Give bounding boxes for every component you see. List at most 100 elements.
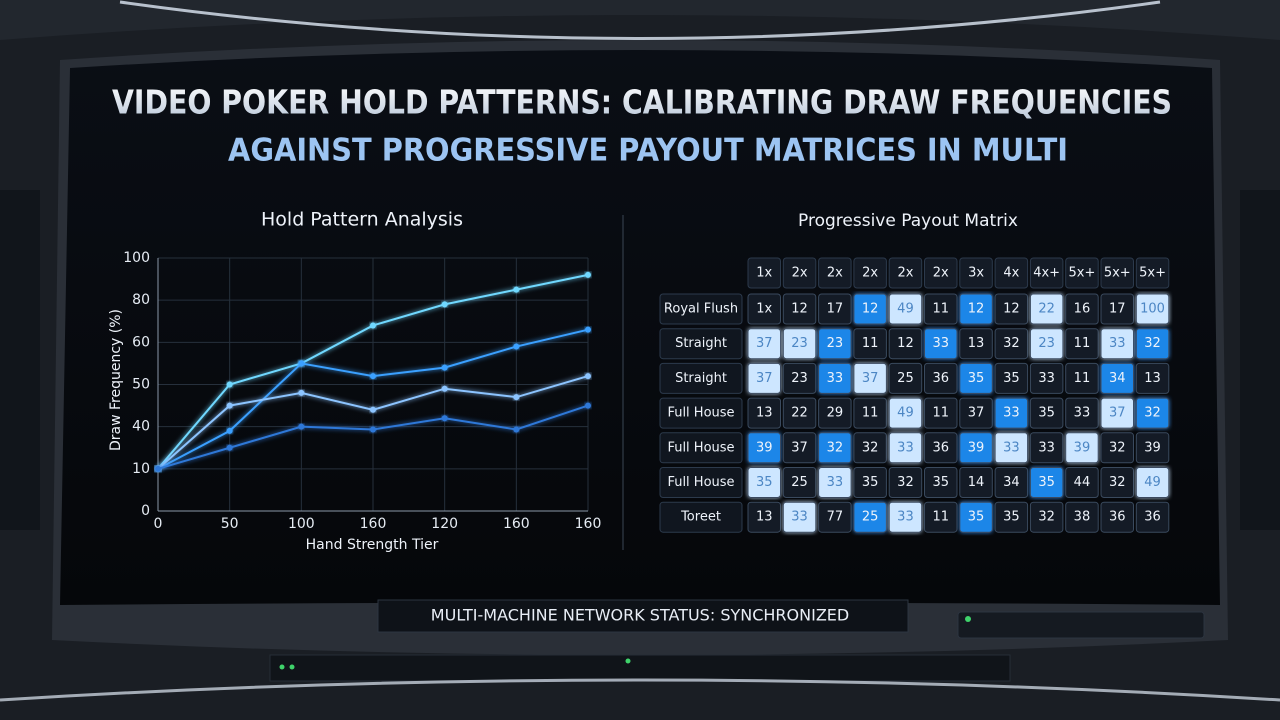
column-header-cell xyxy=(1029,257,1064,289)
chart-title: Hold Pattern Analysis xyxy=(261,209,463,231)
console-led xyxy=(289,664,295,670)
display xyxy=(60,50,1220,605)
cell xyxy=(1100,397,1134,429)
cell-value: 32 xyxy=(1109,475,1126,490)
cell-value: 33 xyxy=(1109,336,1126,351)
cell xyxy=(888,397,923,429)
cell-value: 11 xyxy=(862,336,879,351)
cell xyxy=(1135,362,1170,394)
point xyxy=(370,373,376,380)
cell-value: 11 xyxy=(1074,336,1091,351)
point xyxy=(226,381,233,388)
cell-value: 13 xyxy=(756,406,773,421)
cell-value: 35 xyxy=(756,475,773,490)
cell xyxy=(747,397,781,429)
cell xyxy=(924,362,958,394)
cell xyxy=(1065,293,1099,325)
cell xyxy=(853,432,887,464)
cell xyxy=(888,501,923,533)
cell-value: 11 xyxy=(932,510,949,525)
cell-value: 35 xyxy=(932,475,949,490)
cell-value: 44 xyxy=(1074,475,1091,490)
cell-value: 35 xyxy=(968,371,985,386)
frame-top xyxy=(0,0,1280,40)
cell xyxy=(1029,293,1064,325)
cell xyxy=(888,328,923,360)
row-label-cell xyxy=(659,328,743,360)
row-label: Royal Flush xyxy=(664,302,738,317)
cell xyxy=(924,432,958,464)
cell xyxy=(959,501,993,533)
cell-value: 33 xyxy=(1003,440,1020,455)
cell xyxy=(959,432,993,464)
column-header: 2x xyxy=(827,266,843,281)
cell-value: 39 xyxy=(756,440,773,455)
light-strip xyxy=(119,0,1161,40)
y-tick-label: 100 xyxy=(123,250,150,266)
status-bar xyxy=(377,599,909,633)
cell-value: 11 xyxy=(932,406,949,421)
column-header-cell xyxy=(888,257,923,289)
cell-value: 39 xyxy=(1144,440,1161,455)
cell xyxy=(994,467,1029,498)
cell xyxy=(1100,432,1134,464)
cell xyxy=(1100,362,1134,394)
row-label: Straight xyxy=(675,371,727,386)
column-header: 1x xyxy=(756,266,772,281)
cell xyxy=(1065,467,1099,498)
cell xyxy=(888,293,923,325)
cell xyxy=(888,432,923,464)
cell-value: 37 xyxy=(756,336,773,351)
cell xyxy=(1029,467,1064,498)
cell-value: 33 xyxy=(1003,406,1020,421)
cell xyxy=(959,397,993,429)
cell xyxy=(1065,432,1099,464)
y-tick-label: 50 xyxy=(132,377,150,393)
cell xyxy=(994,397,1029,429)
cell xyxy=(924,293,958,325)
cell-value: 35 xyxy=(968,510,985,525)
cell-value: 36 xyxy=(932,371,949,386)
column-header-cell xyxy=(1065,257,1099,289)
column-header-cell xyxy=(818,257,852,289)
point xyxy=(441,301,448,308)
y-tick-label: 10 xyxy=(132,461,150,477)
cell xyxy=(782,328,817,360)
row-label: Full House xyxy=(667,406,734,421)
cell xyxy=(782,432,817,464)
cell-value: 13 xyxy=(1144,371,1161,386)
x-tick-label: 160 xyxy=(503,516,530,532)
cell-value: 37 xyxy=(1109,406,1126,421)
cell-value: 49 xyxy=(1144,475,1161,490)
cell xyxy=(924,397,958,429)
cell-value: 25 xyxy=(791,475,808,490)
cell xyxy=(959,362,993,394)
table-title: Progressive Payout Matrix xyxy=(798,211,1018,231)
cell xyxy=(818,397,852,429)
cell-value: 36 xyxy=(1109,510,1126,525)
column-header: 3x xyxy=(968,266,984,281)
column-header-cell xyxy=(959,257,993,289)
cell-value: 11 xyxy=(932,302,949,317)
cell xyxy=(1029,362,1064,394)
cell-value: 32 xyxy=(1109,440,1126,455)
cell-value: 37 xyxy=(862,371,879,386)
point xyxy=(513,394,520,401)
point xyxy=(585,271,591,278)
column-header-cell xyxy=(1135,257,1170,289)
cell xyxy=(924,467,958,498)
cell xyxy=(818,293,852,325)
x-tick-label: 120 xyxy=(431,516,458,532)
side-panel xyxy=(0,190,40,530)
cell-value: 32 xyxy=(827,440,844,455)
cell xyxy=(818,467,852,498)
cell xyxy=(1065,362,1099,394)
point xyxy=(441,415,448,422)
console-led xyxy=(625,658,631,664)
cell xyxy=(818,432,852,464)
cell-value: 1x xyxy=(756,302,772,317)
cell xyxy=(924,501,958,533)
cell-value: 100 xyxy=(1140,302,1165,317)
light-strip xyxy=(0,678,1280,702)
